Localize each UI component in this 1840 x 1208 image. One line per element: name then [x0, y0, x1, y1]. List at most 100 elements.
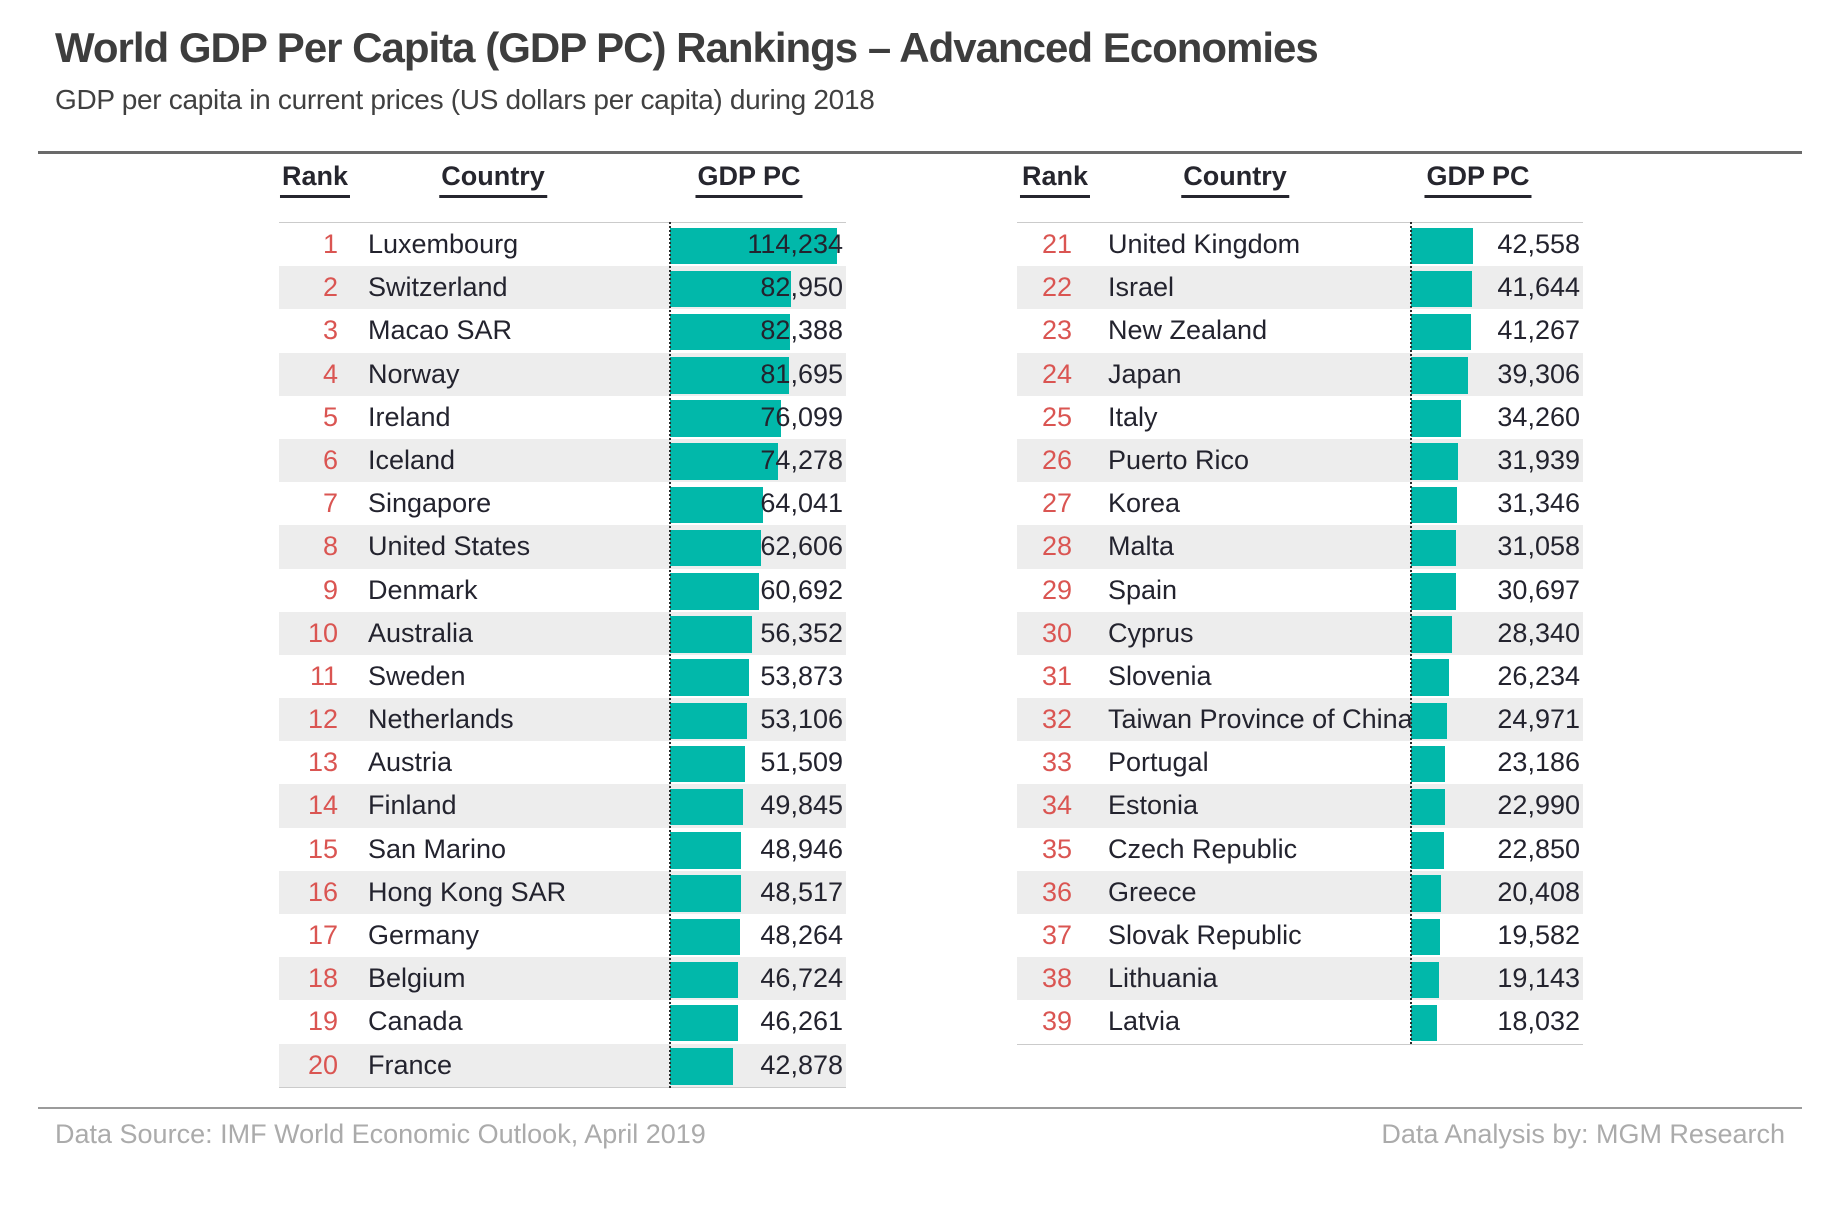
value-cell: 46,724	[760, 963, 843, 994]
country-cell: Slovak Republic	[1108, 920, 1302, 950]
right-gdp-pc-header: GDP PC	[1424, 161, 1532, 198]
gdp-bar	[1411, 659, 1450, 696]
rank-cell: 2	[322, 272, 338, 303]
gdp-bar	[1411, 745, 1445, 783]
table-row: 18 Belgium 46,724	[279, 957, 846, 1001]
value-cell: 48,517	[760, 876, 843, 907]
table-row: 35 Czech Republic 22,850	[1017, 828, 1583, 871]
value-cell: 24,971	[1497, 704, 1580, 735]
rank-cell: 21	[1041, 229, 1072, 259]
value-cell: 82,388	[760, 315, 843, 346]
rank-cell: 30	[1041, 617, 1072, 648]
table-row: 21 United Kingdom 42,558	[1017, 223, 1583, 266]
country-cell: Switzerland	[368, 272, 508, 303]
right-bar-axis-line	[1410, 222, 1412, 1044]
rank-cell: 35	[1041, 833, 1072, 864]
value-cell: 28,340	[1497, 617, 1580, 648]
value-cell: 23,186	[1497, 747, 1580, 778]
gdp-bar	[1411, 702, 1448, 740]
value-cell: 39,306	[1497, 358, 1580, 389]
gdp-bar	[1411, 1004, 1438, 1042]
country-cell: Lithuania	[1108, 963, 1218, 994]
value-cell: 19,143	[1497, 963, 1580, 994]
country-cell: Taiwan Province of China	[1108, 704, 1413, 735]
footer-divider	[38, 1107, 1802, 1109]
country-cell: Cyprus	[1108, 617, 1194, 648]
gdp-bar	[1411, 270, 1472, 308]
rank-cell: 18	[307, 963, 338, 994]
gdp-bar	[670, 961, 739, 999]
rank-cell: 28	[1041, 531, 1072, 562]
table-row: 32 Taiwan Province of China 24,971	[1017, 698, 1583, 742]
gdp-bar	[1411, 357, 1469, 394]
gdp-bar	[1411, 616, 1453, 653]
table-row: 7 Singapore 64,041	[279, 482, 846, 525]
rank-cell: 4	[322, 358, 338, 389]
value-cell: 31,939	[1497, 444, 1580, 475]
table-row: 34 Estonia 22,990	[1017, 784, 1583, 828]
gdp-bar	[1411, 313, 1472, 351]
left-table-body: 1 Luxembourg 114,234 2 Switzerland 82,950 3 Mac…	[279, 222, 846, 1088]
right-table-body: 21 United Kingdom 42,558 22 Israel 41,644 23 Ne…	[1017, 222, 1583, 1045]
gdp-bar	[670, 529, 762, 567]
table-row: 22 Israel 41,644	[1017, 266, 1583, 310]
rank-cell: 32	[1041, 704, 1072, 735]
rank-cell: 23	[1041, 315, 1072, 346]
rank-cell: 14	[307, 790, 338, 821]
value-cell: 76,099	[760, 401, 843, 432]
country-cell: United Kingdom	[1108, 229, 1301, 259]
left-bar-axis-line	[669, 222, 671, 1088]
rank-cell: 13	[307, 747, 338, 778]
value-cell: 60,692	[760, 574, 843, 605]
country-cell: Belgium	[368, 963, 466, 994]
rank-cell: 10	[307, 617, 338, 648]
rank-cell: 11	[309, 660, 338, 691]
country-cell: Finland	[368, 790, 457, 821]
country-cell: Latvia	[1108, 1006, 1181, 1037]
table-row: 29 Spain 30,697	[1017, 569, 1583, 612]
gdp-bar	[670, 357, 790, 394]
table-row: 23 New Zealand 41,267	[1017, 309, 1583, 352]
gdp-bar	[1411, 961, 1439, 999]
rank-cell: 7	[322, 488, 338, 519]
rank-cell: 17	[307, 920, 338, 950]
value-cell: 34,260	[1497, 401, 1580, 432]
gdp-bar	[670, 745, 746, 783]
table-row: 8 United States 62,606	[279, 525, 846, 569]
country-cell: Hong Kong SAR	[368, 876, 567, 907]
value-cell: 31,058	[1497, 531, 1580, 562]
country-cell: Japan	[1108, 358, 1182, 389]
gdp-bar	[1411, 486, 1457, 524]
country-cell: Portugal	[1108, 747, 1209, 778]
country-cell: Slovenia	[1108, 660, 1212, 691]
value-cell: 48,946	[760, 833, 843, 864]
rank-cell: 37	[1041, 920, 1072, 950]
country-cell: France	[368, 1049, 453, 1080]
rank-cell: 6	[322, 444, 338, 475]
value-cell: 64,041	[760, 488, 843, 519]
table-row: 2 Switzerland 82,950	[279, 266, 846, 310]
country-cell: Malta	[1108, 531, 1175, 562]
table-row: 13 Austria 51,509	[279, 741, 846, 784]
table-row: 3 Macao SAR 82,388	[279, 309, 846, 352]
value-cell: 19,582	[1497, 920, 1580, 950]
gdp-bar	[1411, 573, 1456, 610]
country-cell: New Zealand	[1108, 315, 1268, 346]
table-row: 14 Finland 49,845	[279, 784, 846, 828]
gdp-bar	[670, 702, 748, 740]
gdp-bar	[670, 616, 753, 653]
gdp-bar	[1411, 788, 1445, 826]
rank-cell: 20	[307, 1049, 338, 1080]
value-cell: 114,234	[747, 229, 843, 259]
country-cell: Iceland	[368, 444, 456, 475]
value-cell: 51,509	[760, 747, 843, 778]
table-row: 5 Ireland 76,099	[279, 396, 846, 439]
table-row: 16 Hong Kong SAR 48,517	[279, 870, 846, 914]
country-cell: Israel	[1108, 272, 1175, 303]
value-cell: 42,878	[760, 1049, 843, 1080]
rank-cell: 26	[1041, 444, 1072, 475]
country-cell: Estonia	[1108, 790, 1199, 821]
rank-cell: 15	[307, 833, 338, 864]
table-row: 30 Cyprus 28,340	[1017, 611, 1583, 655]
